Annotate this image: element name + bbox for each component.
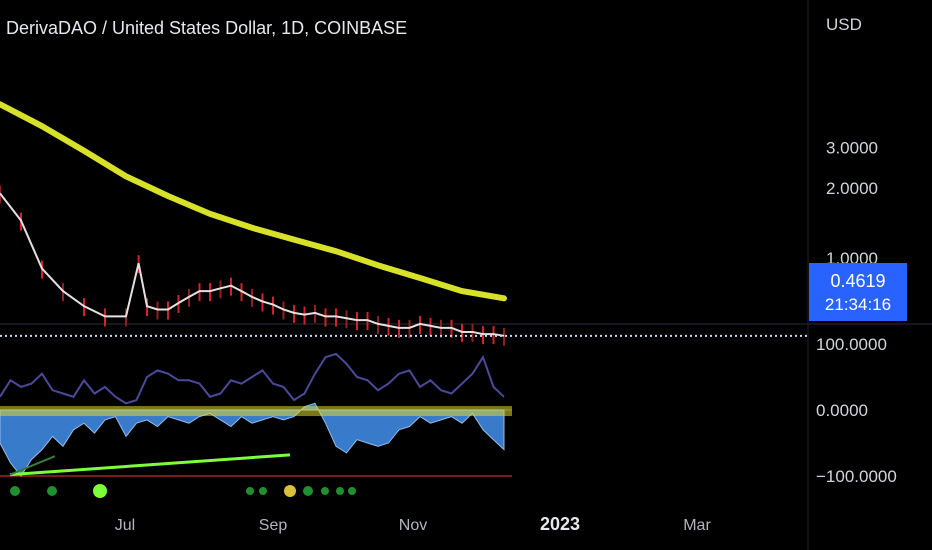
chart-title: DerivaDAO / United States Dollar, 1D, CO… [6,18,408,38]
signal-dot [336,487,344,495]
signal-band [0,406,512,417]
signal-dot [321,487,329,495]
signal-dot [284,485,296,497]
time-axis-tick: Mar [683,517,711,534]
oscillator-line [0,352,505,405]
time-axis-tick: Nov [399,517,427,534]
signal-dot [10,486,20,496]
price-line [0,192,505,337]
time-axis-tick: Jul [115,517,135,534]
signal-dot [246,487,254,495]
signal-dot [259,487,267,495]
time-axis-tick: 2023 [540,514,580,534]
signal-dot [303,486,313,496]
oscillator-axis-tick: −100.0000 [816,467,897,486]
signal-dot [47,486,57,496]
divergence-line [9,453,291,477]
oscillator-area [0,402,505,477]
last-price: 0.4619 [830,271,886,291]
signal-dot [93,484,107,498]
moving-average-line [0,101,507,302]
signal-dot [348,487,356,495]
bar-countdown: 21:34:16 [824,295,892,314]
price-axis-currency: USD [826,15,862,34]
price-axis-tick: 3.0000 [826,138,878,157]
last-price-tag: 0.4619 21:34:16 [809,263,907,321]
divergence-line [9,455,56,476]
time-axis-tick: Sep [259,517,288,534]
oscillator-axis-tick: 0.0000 [816,401,868,420]
candles [0,185,505,346]
oscillator-axis-tick: 100.0000 [816,335,887,354]
price-axis-tick: 2.0000 [826,179,878,198]
